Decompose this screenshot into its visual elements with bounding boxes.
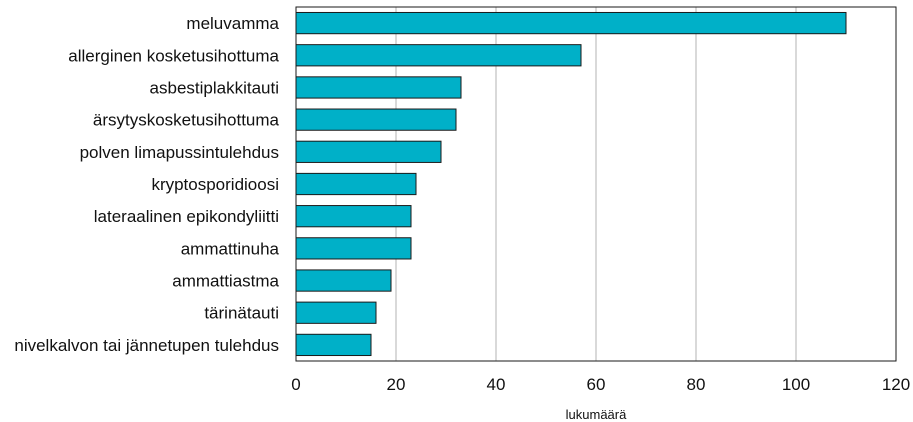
bar <box>295 76 462 99</box>
bar <box>295 108 457 131</box>
category-label: polven limapussintulehdus <box>80 143 279 162</box>
x-tick-label: 80 <box>687 375 706 394</box>
x-tick-labels: 0 20 40 60 80 100 120 <box>291 375 910 394</box>
bar <box>295 172 417 196</box>
category-label: ärsytyskosketusihottuma <box>93 111 280 130</box>
x-tick-label: 120 <box>882 375 910 394</box>
bar <box>295 44 582 67</box>
category-label: lateraalinen epikondyliitti <box>94 207 279 226</box>
bar <box>295 301 377 324</box>
x-axis-title: lukumäärä <box>566 407 627 422</box>
x-tick-label: 40 <box>487 375 506 394</box>
category-label: allerginen kosketusihottuma <box>68 46 279 65</box>
category-labels: meluvamma allerginen kosketusihottuma asbe… <box>14 14 279 355</box>
bar <box>295 11 847 35</box>
x-tick-label: 0 <box>291 375 300 394</box>
bar <box>295 333 372 357</box>
bar <box>295 269 392 292</box>
x-tick-label: 20 <box>387 375 406 394</box>
plot-frame <box>295 6 897 362</box>
bars <box>295 11 847 357</box>
bar <box>295 237 412 260</box>
bar <box>295 205 412 228</box>
category-label: kryptosporidioosi <box>151 175 279 194</box>
category-label: asbestiplakkitauti <box>150 78 279 97</box>
x-tick-label: 100 <box>782 375 810 394</box>
bar <box>295 140 442 163</box>
category-label: meluvamma <box>186 14 279 33</box>
x-tick-label: 60 <box>587 375 606 394</box>
category-label: nivelkalvon tai jännetupen tulehdus <box>14 336 279 355</box>
category-label: ammattiastma <box>172 272 279 291</box>
category-label: ammattinuha <box>181 239 280 258</box>
category-label: tärinätauti <box>204 304 279 323</box>
